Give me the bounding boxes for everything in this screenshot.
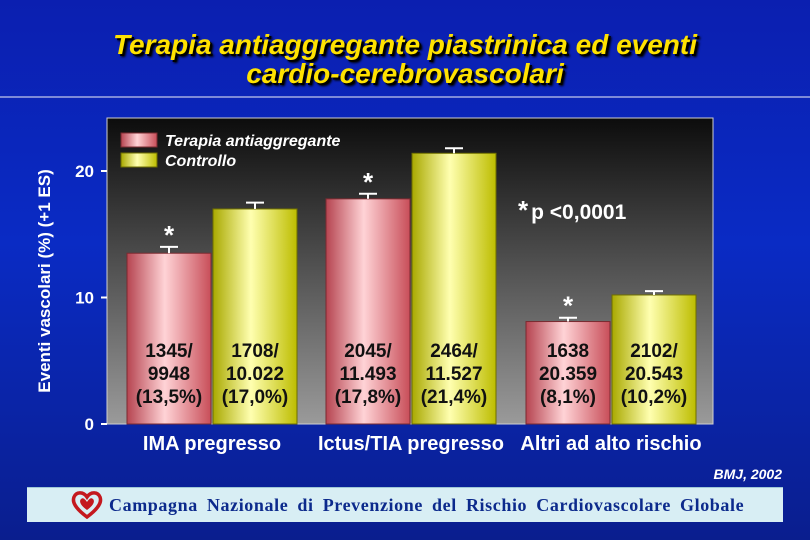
title-divider <box>0 96 810 98</box>
footer-text: Campagna Nazionale di Prevenzione del Ri… <box>109 495 745 515</box>
data-label: (13,5%) <box>136 387 203 408</box>
data-label: 11.527 <box>425 364 482 385</box>
data-label: (17,8%) <box>335 387 402 408</box>
data-label: (21,4%) <box>421 387 488 408</box>
data-label: (10,2%) <box>621 387 688 408</box>
title-line-1: Terapia antiaggregante piastrinica ed ev… <box>112 29 698 60</box>
legend-label: Terapia antiaggregante <box>165 133 341 150</box>
legend-label: Controllo <box>165 153 236 170</box>
bar <box>525 321 611 425</box>
y-tick-label: 20 <box>75 162 94 181</box>
data-label: 10.022 <box>226 364 284 385</box>
significance-marker: * <box>363 167 374 197</box>
data-label: 2045/ <box>344 341 392 362</box>
x-category-label: Ictus/TIA pregresso <box>318 433 504 455</box>
data-label: 20.359 <box>539 364 597 385</box>
footer-banner: Campagna Nazionale di Prevenzione del Ri… <box>27 487 783 522</box>
bar <box>212 208 298 425</box>
legend-swatch <box>120 152 158 168</box>
data-label: (8,1%) <box>540 387 596 408</box>
data-label: 2464/ <box>430 341 478 362</box>
heart-logo-icon <box>71 491 103 519</box>
x-category-label: IMA pregresso <box>143 433 281 455</box>
y-tick-label: 10 <box>75 289 94 308</box>
significance-annotation: * p <0,0001 <box>518 195 627 225</box>
significance-asterisk: * <box>518 195 529 225</box>
bar <box>325 198 411 425</box>
data-label: (17,0%) <box>222 387 289 408</box>
data-label: 1708/ <box>231 341 279 362</box>
x-category-label: Altri ad alto rischio <box>520 433 701 455</box>
y-tick-label: 0 <box>85 415 94 434</box>
title-line-2: cardio-cerebrovascolari <box>246 58 564 89</box>
data-label: 1638 <box>547 341 589 362</box>
significance-text: p <0,0001 <box>531 201 626 224</box>
significance-marker: * <box>164 220 175 250</box>
data-label: 20.543 <box>625 364 683 385</box>
y-axis-label: Eventi vascolari (%) (+1 ES) <box>35 169 54 392</box>
data-label: 2102/ <box>630 341 678 362</box>
bar-chart: 0 10 20 IMA pregresso Ictus/TIA pregresso Alt… <box>35 117 714 455</box>
significance-marker: * <box>563 291 574 321</box>
data-label: 9948 <box>148 364 190 385</box>
slide-title: Terapia antiaggregante piastrinica ed ev… <box>0 30 810 88</box>
data-label: 11.493 <box>339 364 396 385</box>
data-label: 1345/ <box>145 341 193 362</box>
source-citation: BMJ, 2002 <box>713 466 782 482</box>
bar <box>611 294 697 425</box>
legend-swatch <box>120 132 158 148</box>
bar <box>411 152 497 425</box>
